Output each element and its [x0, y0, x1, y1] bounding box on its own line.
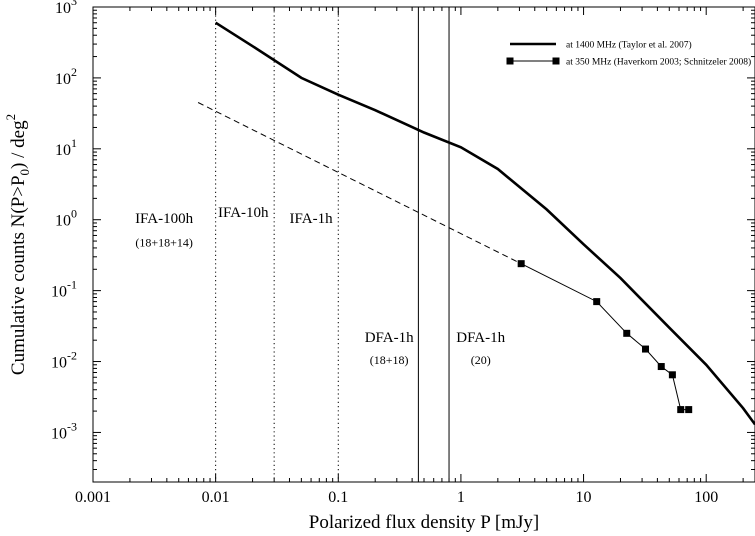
data-point-marker — [677, 406, 685, 414]
y-axis-label: Cumulative counts N(P>P0) / deg2 — [3, 114, 32, 375]
data-point-marker — [642, 345, 650, 353]
x-tick-label: 0.01 — [202, 489, 230, 506]
annotation-dfa1a: DFA-1h — [365, 330, 414, 346]
y-axis-label-sup: 2 — [3, 114, 18, 121]
x-tick-label: 0.001 — [75, 489, 111, 506]
data-point-marker — [623, 329, 631, 337]
axis-ticks — [92, 7, 755, 483]
data-point-marker — [685, 406, 693, 414]
y-tick-label: 10-1 — [51, 278, 77, 301]
legend: at 1400 MHz (Taylor et al. 2007) at 350 M… — [506, 40, 751, 68]
data-point-marker — [593, 298, 601, 306]
data-point-marker — [657, 363, 665, 371]
legend-label: at 350 MHz (Haverkorn 2003; Schnitzeler … — [566, 57, 751, 68]
y-tick-label: 10-2 — [51, 349, 77, 372]
series-layer — [197, 21, 755, 426]
x-tick-label: 0.1 — [328, 489, 348, 506]
y-tick-label: 101 — [55, 136, 77, 159]
x-tick-label: 10 — [576, 489, 592, 506]
y-tick-label: 100 — [55, 207, 77, 230]
y-axis-label-sub: 0 — [17, 169, 32, 176]
y-axis-label-tail: ) / deg — [8, 120, 29, 169]
y-tick-label: 102 — [55, 65, 77, 88]
y-axis-label-main: Cumulative counts N(P>P — [8, 175, 29, 375]
annotation-dfa1asub: (18+18) — [370, 353, 409, 367]
x-tick-label: 100 — [694, 489, 718, 506]
annotation-ifa1: IFA-1h — [290, 211, 334, 227]
y-tick-label: 103 — [55, 0, 77, 17]
legend-marker — [552, 57, 560, 65]
legend-label: at 1400 MHz (Taylor et al. 2007) — [566, 40, 692, 51]
x-tick-label: 1 — [457, 489, 465, 506]
series-line — [520, 263, 689, 411]
annotation-dfa1bsub: (20) — [471, 353, 491, 367]
data-point-marker — [668, 371, 676, 379]
reference-lines — [215, 7, 450, 482]
tick-labels: 0.001 0.01 0.1 1 10 100 10-3 10-2 10-1 100 101 102 1… — [51, 0, 718, 506]
annotation-dfa1b: DFA-1h — [456, 330, 505, 346]
y-tick-label: 10-3 — [51, 419, 77, 442]
x-axis-label: Polarized flux density P [mJy] — [309, 512, 539, 533]
annotation-ifa10: IFA-10h — [218, 205, 269, 221]
series-line — [214, 21, 755, 426]
annotations: IFA-100h (18+18+14) IFA-10h IFA-1h DFA-1h (18… — [135, 205, 506, 367]
legend-marker — [506, 57, 514, 65]
annotation-ifa100sub: (18+18+14) — [135, 235, 193, 249]
annotation-ifa100: IFA-100h — [135, 211, 194, 227]
series-line — [197, 102, 522, 265]
